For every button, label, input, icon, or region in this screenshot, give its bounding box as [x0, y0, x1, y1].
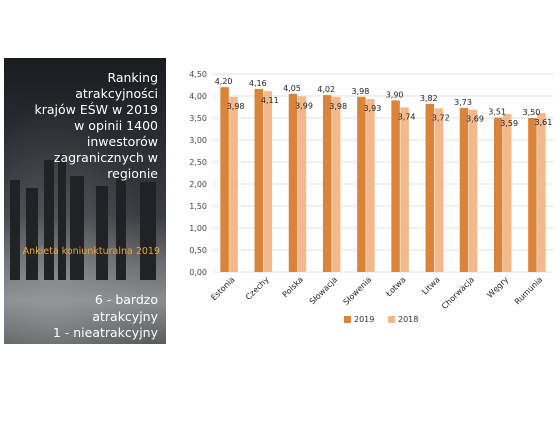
bar-2018-Polska	[297, 96, 307, 272]
data-label-2019: 4,05	[283, 84, 301, 93]
data-label-2018: 3,72	[432, 113, 450, 122]
legend-swatch-2019	[344, 316, 351, 323]
bar-2019-Węgry	[493, 117, 503, 272]
bar-2019-Słowenia	[357, 96, 366, 272]
category-label: Litwa	[420, 275, 441, 296]
y-tick-label: 3,00	[189, 136, 207, 145]
y-tick-label: 0,00	[189, 268, 207, 277]
bars	[220, 87, 546, 273]
legend-swatch-2018	[388, 316, 395, 323]
y-tick-label: 3,50	[189, 114, 207, 123]
rating-scale-note: 6 - bardzo atrakcyjny 1 - nieatrakcyjny	[52, 292, 158, 340]
data-label-2019: 3,82	[420, 94, 438, 103]
category-label: Słowacja	[308, 275, 339, 306]
bar-2018-Litwa	[434, 108, 444, 272]
bar-2019-Rumunia	[528, 118, 537, 272]
side-panel: Ranking atrakcyjności krajów EŚW w 2019 …	[4, 58, 166, 344]
legend-label-2019: 2019	[354, 315, 374, 324]
skyline-building	[10, 180, 20, 280]
data-label-2018: 3,98	[329, 102, 347, 111]
skyline-building	[58, 154, 66, 280]
bar-2019-Polska	[288, 93, 298, 272]
data-label-2019: 4,20	[215, 77, 233, 86]
data-label-2018: 3,74	[398, 112, 416, 121]
data-label-2018: 3,61	[534, 118, 552, 127]
bar-2018-Słowacja	[331, 96, 341, 272]
skyline-building	[26, 188, 38, 280]
bar-2018-Czechy	[263, 91, 273, 272]
data-label-2018: 3,98	[227, 102, 245, 111]
y-tick-label: 0,50	[189, 246, 207, 255]
y-tick-label: 1,00	[189, 224, 207, 233]
bar-2018-Łotwa	[400, 107, 409, 272]
bar-2019-Łotwa	[391, 100, 400, 273]
bar-2019-Czechy	[254, 88, 264, 273]
category-label: Rumunia	[513, 275, 544, 306]
y-tick-label: 2,50	[189, 158, 207, 167]
data-label-2019: 4,02	[317, 85, 335, 94]
data-label-2018: 3,99	[295, 101, 313, 110]
bar-2018-Rumunia	[537, 113, 546, 272]
bar-2019-Chorwacja	[459, 107, 469, 272]
y-tick-label: 2,00	[189, 180, 207, 189]
x-axis-category-labels: Estonia Czechy Polska Słowacja Słowenia Łotwa…	[209, 275, 544, 311]
data-label-2019: 3,73	[454, 98, 472, 107]
data-label-2019: 4,16	[249, 79, 267, 88]
category-label: Słowenia	[342, 275, 374, 307]
data-label-2019: 3,51	[488, 108, 506, 117]
y-tick-label: 1,50	[189, 202, 207, 211]
skyline-building	[44, 160, 54, 280]
panel-subtitle: Ankieta koniunkturalna 2019	[22, 246, 160, 257]
category-label: Polska	[281, 275, 305, 299]
category-label: Chorwacja	[440, 275, 476, 311]
bar-2019-Słowacja	[322, 95, 332, 272]
data-label-2019: 3,50	[522, 108, 540, 117]
data-label-2018: 3,69	[466, 115, 484, 124]
y-tick-label: 4,00	[189, 92, 207, 101]
skyline-building	[70, 176, 84, 280]
bar-2018-Węgry	[502, 114, 512, 272]
bar-2019-Estonia	[220, 87, 229, 272]
data-labels: 4,20 3,98 4,16 4,11 4,05 3,99 4,02 3,98 3,98 3,93…	[215, 77, 553, 128]
data-label-2018: 4,11	[261, 96, 279, 105]
legend-label-2018: 2018	[398, 315, 418, 324]
y-axis-tick-labels: 0,00 0,50 1,00 1,50 2,00 2,50 3,00 3,50 4,00 4,50	[189, 70, 207, 277]
data-label-2018: 3,93	[363, 104, 381, 113]
bar-2018-Chorwacja	[468, 109, 478, 272]
bar-2018-Słowenia	[366, 99, 375, 272]
category-label: Węgry	[485, 275, 510, 300]
skyline-building	[116, 174, 126, 280]
category-label: Łotwa	[383, 275, 407, 299]
bar-2019-Litwa	[425, 103, 435, 272]
data-label-2018: 3,59	[500, 119, 518, 128]
bar-2018-Estonia	[229, 96, 238, 272]
category-label: Czechy	[244, 275, 271, 302]
skyline-building	[140, 182, 156, 280]
bar-chart: 0,00 0,50 1,00 1,50 2,00 2,50 3,00 3,50 4,00 4,50…	[189, 70, 554, 324]
data-label-2019: 3,90	[386, 90, 404, 99]
legend: 2019 2018	[344, 315, 418, 324]
data-label-2019: 3,98	[351, 87, 369, 96]
skyline-building	[96, 186, 108, 280]
category-label: Estonia	[209, 275, 236, 302]
y-tick-label: 4,50	[189, 70, 207, 79]
panel-title: Ranking atrakcyjności krajów EŚW w 2019 …	[34, 70, 158, 181]
